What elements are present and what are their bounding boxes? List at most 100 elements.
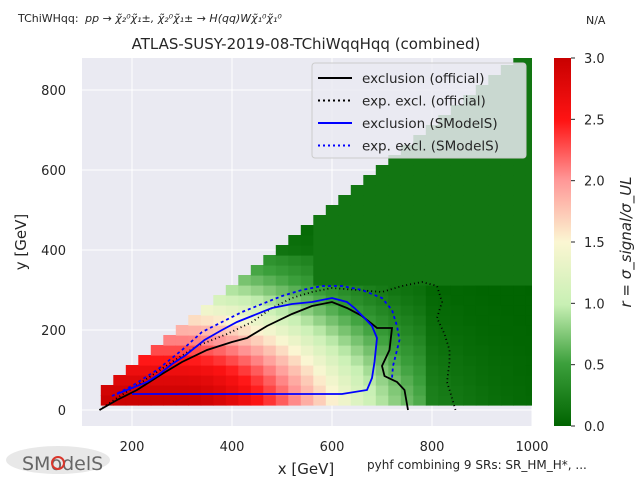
heatmap-cell xyxy=(175,355,189,366)
heatmap-cell xyxy=(275,395,289,406)
heatmap-cell xyxy=(438,355,452,366)
heatmap-cell xyxy=(238,315,252,326)
heatmap-cell xyxy=(425,185,439,196)
heatmap-cell xyxy=(250,335,264,346)
colorbar-ticks: 0.0 0.5 1.0 1.5 2.0 2.5 3.0 xyxy=(571,52,605,435)
heatmap-cell xyxy=(400,185,414,196)
heatmap-cell xyxy=(413,155,427,166)
x-tick-label: 1000 xyxy=(515,440,548,455)
heatmap-cell xyxy=(263,285,277,296)
heatmap-cell xyxy=(338,345,352,356)
heatmap-cell xyxy=(413,305,427,316)
heatmap-cell xyxy=(400,255,414,266)
heatmap-cell xyxy=(263,365,277,376)
heatmap-cell xyxy=(350,265,364,276)
heatmap-cell xyxy=(400,195,414,206)
heatmap-cell xyxy=(350,395,364,406)
heatmap-cell xyxy=(438,205,452,216)
heatmap-cell xyxy=(438,225,452,236)
heatmap-cell xyxy=(400,175,414,186)
heatmap-cell xyxy=(488,235,502,246)
heatmap-cell xyxy=(463,355,477,366)
heatmap-cell xyxy=(425,285,439,296)
heatmap-cell xyxy=(300,295,314,306)
heatmap-cell xyxy=(413,375,427,386)
heatmap-cell xyxy=(388,385,402,396)
heatmap-cell xyxy=(288,355,302,366)
heatmap-cell xyxy=(175,375,189,386)
heatmap-cell xyxy=(263,275,277,286)
heatmap-cell xyxy=(438,275,452,286)
legend-label: exp. excl. (official) xyxy=(362,94,486,110)
heatmap-cell xyxy=(425,235,439,246)
heatmap-cell xyxy=(363,375,377,386)
heatmap-cell xyxy=(238,325,252,336)
heatmap-cell xyxy=(525,295,532,306)
heatmap-cell xyxy=(400,335,414,346)
heatmap-cell xyxy=(413,345,427,356)
heatmap-cell xyxy=(200,385,214,396)
heatmap-cell xyxy=(338,355,352,366)
heatmap-cell xyxy=(300,275,314,286)
heatmap-cell xyxy=(463,155,477,166)
heatmap-cell xyxy=(463,365,477,376)
heatmap-cell xyxy=(388,285,402,296)
heatmap-cell xyxy=(300,245,314,256)
x-axis-label: x [GeV] xyxy=(278,460,334,478)
heatmap-cell xyxy=(450,215,464,226)
heatmap-cell xyxy=(425,195,439,206)
heatmap-cell xyxy=(488,165,502,176)
heatmap-cell xyxy=(225,345,239,356)
heatmap-cell xyxy=(188,325,202,336)
heatmap-cell xyxy=(288,275,302,286)
y-axis-ticks: 0 200 400 600 800 xyxy=(41,84,66,419)
heatmap-cell xyxy=(225,305,239,316)
heatmap-cell xyxy=(438,165,452,176)
heatmap-cell xyxy=(250,345,264,356)
heatmap-cell xyxy=(475,285,489,296)
heatmap-cell xyxy=(350,285,364,296)
heatmap-cell xyxy=(413,395,427,406)
heatmap-cell xyxy=(263,325,277,336)
heatmap-cell xyxy=(400,305,414,316)
heatmap-cell xyxy=(400,395,414,406)
curve-0 xyxy=(99,301,409,411)
heatmap-cell xyxy=(375,375,389,386)
heatmap-cell xyxy=(363,265,377,276)
heatmap-cell xyxy=(438,235,452,246)
heatmap-cell xyxy=(163,335,177,346)
heatmap-cell xyxy=(175,335,189,346)
heatmap-cell xyxy=(263,295,277,306)
heatmap-cell xyxy=(388,355,402,366)
heatmap-cell xyxy=(225,385,239,396)
heatmap-cell xyxy=(275,265,289,276)
heatmap-cell xyxy=(363,245,377,256)
heatmap-cell xyxy=(363,385,377,396)
heatmap-cell xyxy=(350,225,364,236)
heatmap-cell xyxy=(475,275,489,286)
x-tick-label: 200 xyxy=(120,440,145,455)
heatmap-cell xyxy=(425,165,439,176)
heatmap-cell xyxy=(350,375,364,386)
heatmap-cell xyxy=(450,225,464,236)
heatmap-cell xyxy=(250,395,264,406)
heatmap-cell xyxy=(500,365,514,376)
heatmap-cell xyxy=(388,215,402,226)
heatmap-cell xyxy=(288,315,302,326)
heatmap-cell xyxy=(525,325,532,336)
heatmap-cell xyxy=(325,285,339,296)
heatmap-cell xyxy=(475,235,489,246)
heatmap-cell xyxy=(500,235,514,246)
x-tick-label: 600 xyxy=(320,440,345,455)
heatmap-cell xyxy=(125,365,139,376)
heatmap-cell xyxy=(463,335,477,346)
heatmap-cell xyxy=(100,395,114,406)
heatmap-cell xyxy=(413,205,427,216)
heatmap-cell xyxy=(500,345,514,356)
heatmap-cell xyxy=(488,225,502,236)
heatmap-cell xyxy=(225,315,239,326)
heatmap-cell xyxy=(400,225,414,236)
heatmap-cell xyxy=(250,355,264,366)
heatmap-cell xyxy=(188,395,202,406)
heatmap-cell xyxy=(375,205,389,216)
